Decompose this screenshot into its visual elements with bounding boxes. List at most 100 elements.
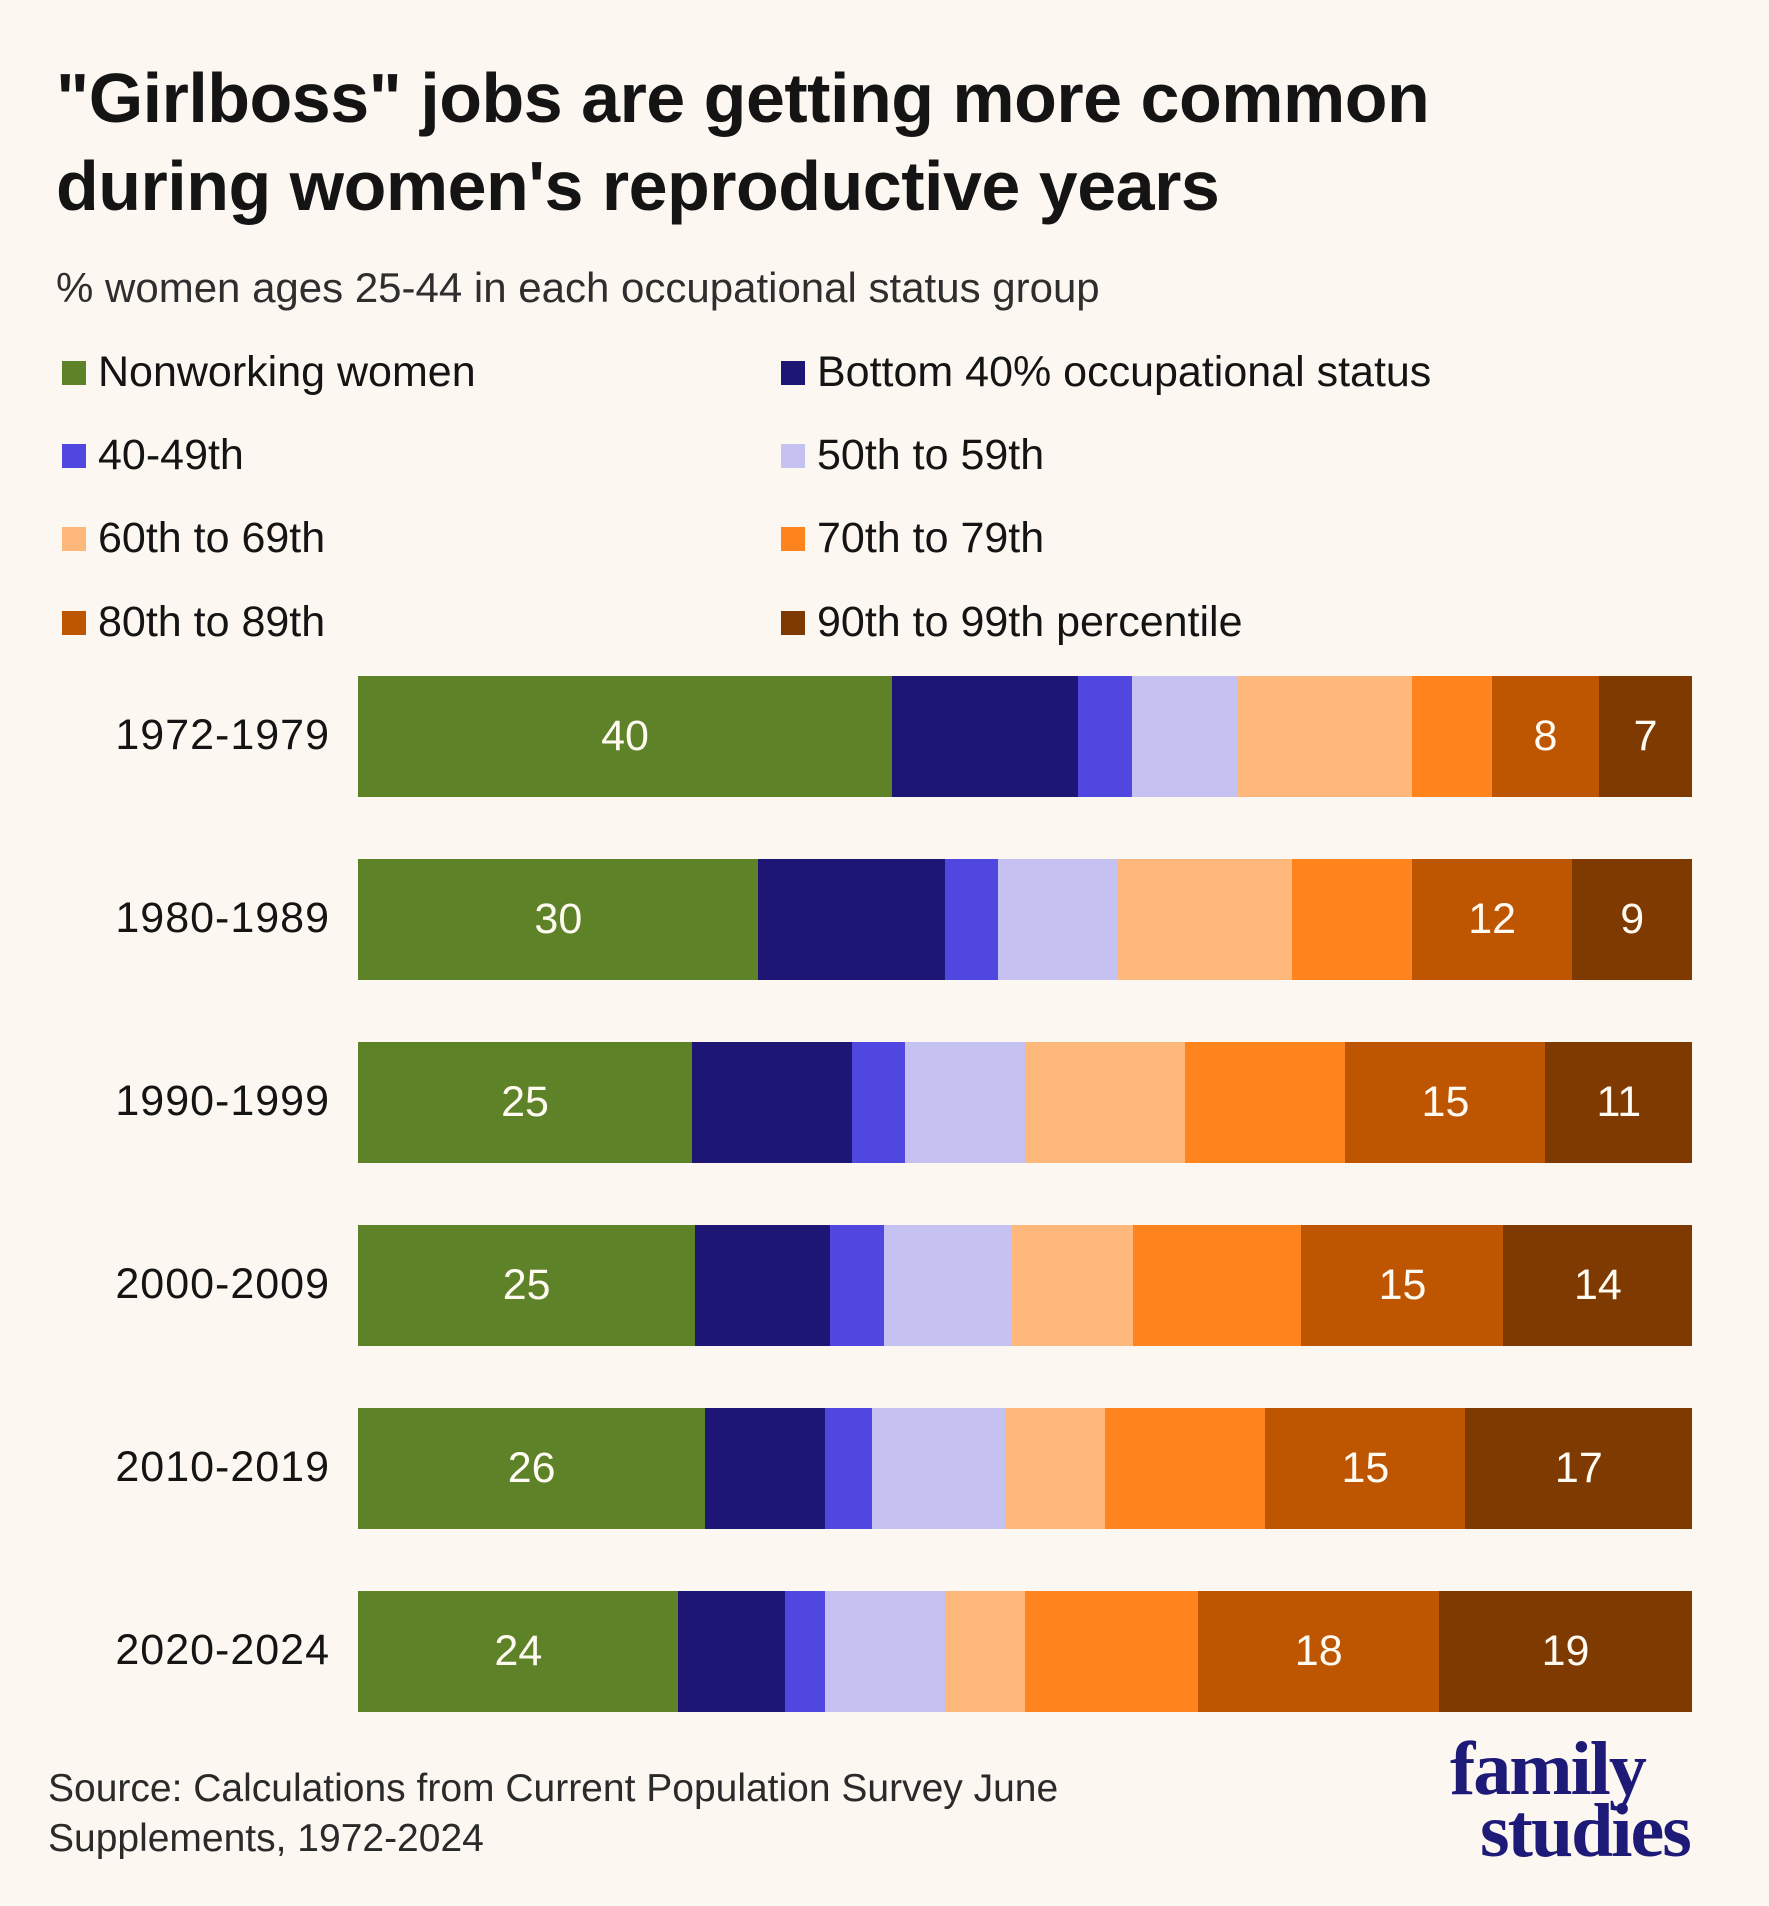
data-label: 40 (601, 712, 649, 760)
logo-line-1: family (1450, 1727, 1647, 1811)
data-label: 15 (1378, 1261, 1427, 1309)
bar-segment (691, 1042, 853, 1163)
data-label: 8 (1533, 712, 1558, 760)
bar-segment (1131, 676, 1239, 797)
legend-item: Nonworking women (62, 348, 476, 397)
data-label: 18 (1294, 1627, 1343, 1675)
legend-swatch (62, 526, 86, 551)
legend-swatch (781, 443, 805, 468)
category-label: 2010-2019 (115, 1442, 330, 1491)
bar-segment (784, 1591, 826, 1712)
bar-segment: 18 (1198, 1591, 1440, 1712)
bar-segment: 14 (1503, 1225, 1693, 1346)
chart-title-line-2: during women's reproductive years (56, 147, 1220, 225)
data-label: 25 (502, 1261, 551, 1309)
bar-segment (1004, 1408, 1106, 1529)
legend-label: 80th to 89th (98, 598, 326, 646)
category-label: 2020-2024 (115, 1625, 330, 1674)
legend-swatch (62, 443, 86, 468)
legend-item: 60th to 69th (62, 514, 325, 563)
bar-segment: 40 (358, 676, 893, 797)
stacked-bar: 24 18 19 (358, 1591, 1693, 1712)
source-line-1: Source: Calculations from Current Popula… (48, 1767, 1059, 1810)
bar-segment (944, 1591, 1026, 1712)
bar-segment (944, 859, 999, 980)
bar-segment (1411, 676, 1493, 797)
chart-title-line-1: "Girlboss" jobs are getting more common (56, 59, 1430, 137)
legend-item: 90th to 99th percentile (781, 598, 1243, 647)
bar-segment: 9 (1571, 859, 1693, 980)
bar-segment (1025, 1042, 1186, 1163)
stacked-bar: 40 8 7 (358, 676, 1693, 797)
stacked-bar: 30 12 9 (358, 859, 1693, 980)
legend-label: 60th to 69th (98, 514, 326, 562)
bar-segment: 15 (1301, 1225, 1504, 1346)
legend-swatch (62, 610, 86, 635)
bar-segment: 25 (358, 1042, 692, 1163)
data-label: 30 (534, 895, 583, 943)
bar-segment (829, 1225, 884, 1346)
data-label: 15 (1341, 1444, 1390, 1492)
bar-segment (883, 1225, 1012, 1346)
bar-segment: 17 (1465, 1408, 1693, 1529)
stacked-bar: 26 15 17 (358, 1408, 1693, 1529)
logo-line-2: studies (1480, 1789, 1692, 1873)
data-label: 25 (501, 1078, 549, 1126)
bar-segment: 11 (1545, 1042, 1693, 1163)
bar-segment (678, 1591, 786, 1712)
data-label: 12 (1468, 895, 1517, 943)
data-label: 26 (507, 1444, 556, 1492)
category-label: 1980-1989 (115, 893, 330, 942)
bar-segment: 30 (358, 859, 759, 980)
data-label: 14 (1573, 1261, 1622, 1309)
legend-swatch (781, 526, 805, 551)
bar-segment (704, 1408, 826, 1529)
legend-label: 50th to 59th (817, 431, 1045, 479)
legend-label: Bottom 40% occupational status (817, 348, 1432, 396)
legend-swatch (781, 610, 805, 635)
data-label: 11 (1596, 1078, 1642, 1126)
data-label: 15 (1421, 1078, 1470, 1126)
bar-segment: 8 (1491, 676, 1600, 797)
bar-segment (1011, 1225, 1134, 1346)
bar-segment (904, 1042, 1026, 1163)
chart-title: "Girlboss" jobs are getting more common … (56, 54, 1716, 230)
bar-segment (1118, 859, 1293, 980)
data-label: 7 (1633, 712, 1658, 760)
category-label: 1972-1979 (115, 710, 330, 759)
legend-item: 40-49th (62, 431, 244, 480)
legend-label: 70th to 79th (817, 514, 1045, 562)
bar-segment (694, 1225, 831, 1346)
category-label: 1990-1999 (115, 1076, 330, 1125)
bar-segment: 24 (358, 1591, 679, 1712)
chart-subtitle: % women ages 25-44 in each occupational … (56, 264, 1100, 311)
data-label: 17 (1554, 1444, 1603, 1492)
legend-item: Bottom 40% occupational status (781, 348, 1431, 397)
bar-segment (824, 1591, 946, 1712)
legend-label: 40-49th (98, 431, 244, 479)
bar-segment (758, 859, 946, 980)
bar-segment (871, 1408, 1006, 1529)
legend-swatch (62, 360, 86, 385)
bar-segment: 25 (358, 1225, 696, 1346)
bar-segment (1185, 1042, 1346, 1163)
bar-segment (1025, 1591, 1199, 1712)
bar-segment (1078, 676, 1133, 797)
stacked-bar: 25 15 14 (358, 1225, 1693, 1346)
bar-segment (824, 1408, 873, 1529)
family-studies-logo: family studies (1440, 1727, 1692, 1873)
stacked-bar: 25 15 11 (358, 1042, 1693, 1163)
bar-segment (891, 676, 1079, 797)
bar-segment (1132, 1225, 1302, 1346)
legend-label: 90th to 99th percentile (817, 598, 1243, 646)
bar-segment: 7 (1598, 676, 1693, 797)
bar-segment (1238, 676, 1413, 797)
legend-swatch (781, 360, 805, 385)
bar-segment: 12 (1411, 859, 1573, 980)
source-note: Source: Calculations from Current Popula… (48, 1764, 1148, 1864)
bar-segment (998, 859, 1119, 980)
bar-segment: 19 (1438, 1591, 1693, 1712)
legend-item: 80th to 89th (62, 598, 325, 647)
data-label: 24 (494, 1627, 543, 1675)
bar-segment (851, 1042, 906, 1163)
